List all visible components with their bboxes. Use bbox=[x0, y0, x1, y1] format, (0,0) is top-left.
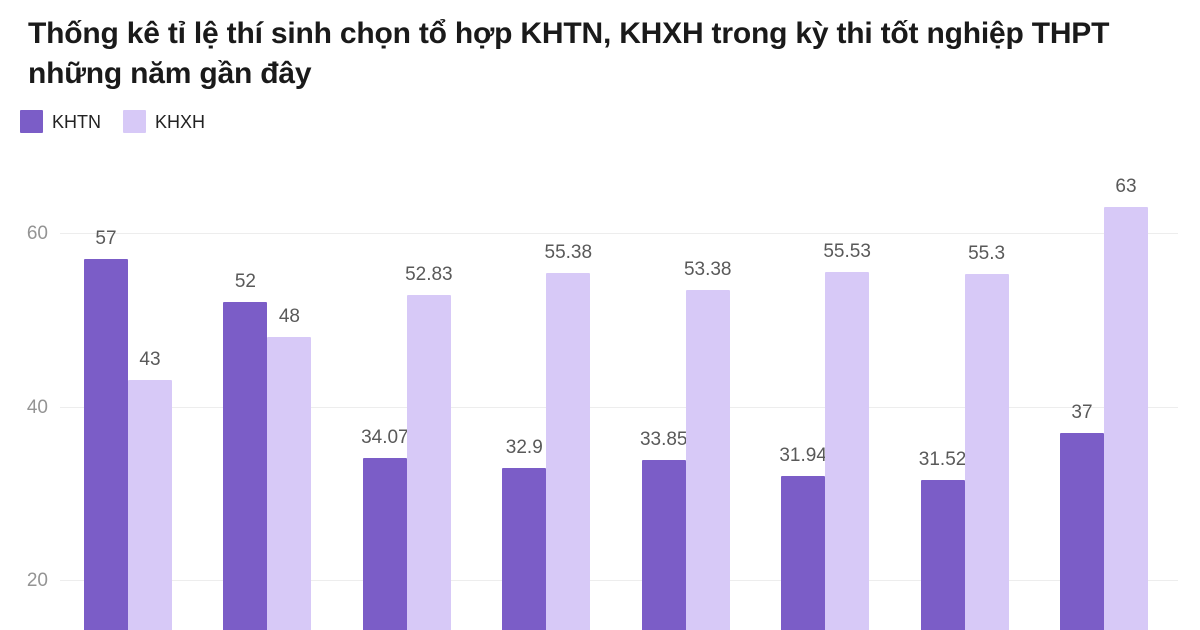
bar-khtn-1[interactable] bbox=[84, 259, 128, 630]
bar-khtn-2[interactable] bbox=[223, 302, 268, 630]
bar-value-khxh-2: 48 bbox=[278, 306, 300, 328]
bar-khxh-4[interactable] bbox=[546, 273, 591, 630]
bar-value-khxh-8: 63 bbox=[1115, 175, 1137, 197]
bar-value-khxh-1: 43 bbox=[139, 349, 161, 371]
bar-khxh-5[interactable] bbox=[685, 290, 730, 630]
bar-value-khtn-3: 34.07 bbox=[361, 426, 409, 448]
bar-value-khxh-3: 52.83 bbox=[405, 264, 453, 286]
bar-khxh-6[interactable] bbox=[825, 271, 870, 630]
bar-value-khtn-7: 31.52 bbox=[918, 449, 967, 471]
legend-swatch-khxh bbox=[123, 110, 146, 133]
legend-label-khxh: KHXH bbox=[155, 111, 206, 132]
bar-khxh-1[interactable] bbox=[128, 380, 172, 630]
y-axis-label-20: 20 bbox=[26, 570, 48, 591]
bar-khtn-4[interactable] bbox=[502, 468, 547, 630]
bar-value-khtn-6: 31.94 bbox=[779, 445, 827, 467]
bar-value-khxh-6: 55.53 bbox=[823, 240, 871, 262]
bar-value-khtn-5: 33.85 bbox=[639, 428, 688, 450]
bar-khtn-7[interactable] bbox=[920, 480, 965, 630]
bar-value-khtn-1: 57 bbox=[95, 228, 117, 250]
bar-value-khtn-4: 32.9 bbox=[505, 437, 543, 459]
bar-khxh-3[interactable] bbox=[406, 295, 451, 630]
chart-legend: KHTN KHXH bbox=[20, 110, 205, 133]
gridline-40 bbox=[60, 406, 1178, 408]
legend-label-khtn: KHTN bbox=[52, 111, 101, 132]
gridline-60 bbox=[60, 233, 1178, 234]
bar-khtn-6[interactable] bbox=[781, 476, 826, 630]
bar-khxh-2[interactable] bbox=[267, 337, 312, 630]
gridline-20 bbox=[60, 580, 1178, 581]
bar-khxh-7[interactable] bbox=[964, 273, 1009, 630]
y-axis-label-40: 40 bbox=[26, 396, 48, 418]
bar-khtn-5[interactable] bbox=[641, 459, 686, 630]
legend-item-khtn[interactable]: KHTN bbox=[20, 110, 101, 133]
bar-value-khtn-2: 52 bbox=[234, 271, 256, 293]
bar-khtn-3[interactable] bbox=[362, 457, 407, 630]
bar-value-khxh-7: 55.3 bbox=[968, 242, 1006, 264]
bar-value-khxh-4: 55.38 bbox=[544, 242, 593, 264]
legend-swatch-khtn bbox=[20, 110, 43, 133]
bar-khxh-8[interactable] bbox=[1104, 206, 1148, 630]
y-axis-label-60: 60 bbox=[26, 223, 48, 244]
page-title: Thống kê tỉ lệ thí sinh chọn tổ hợp KHTN… bbox=[28, 17, 1110, 90]
legend-item-khxh[interactable]: KHXH bbox=[123, 110, 205, 133]
bar-value-khxh-5: 53.38 bbox=[683, 259, 732, 281]
bar-khtn-8[interactable] bbox=[1060, 432, 1104, 630]
bar-value-khtn-8: 37 bbox=[1071, 401, 1093, 423]
